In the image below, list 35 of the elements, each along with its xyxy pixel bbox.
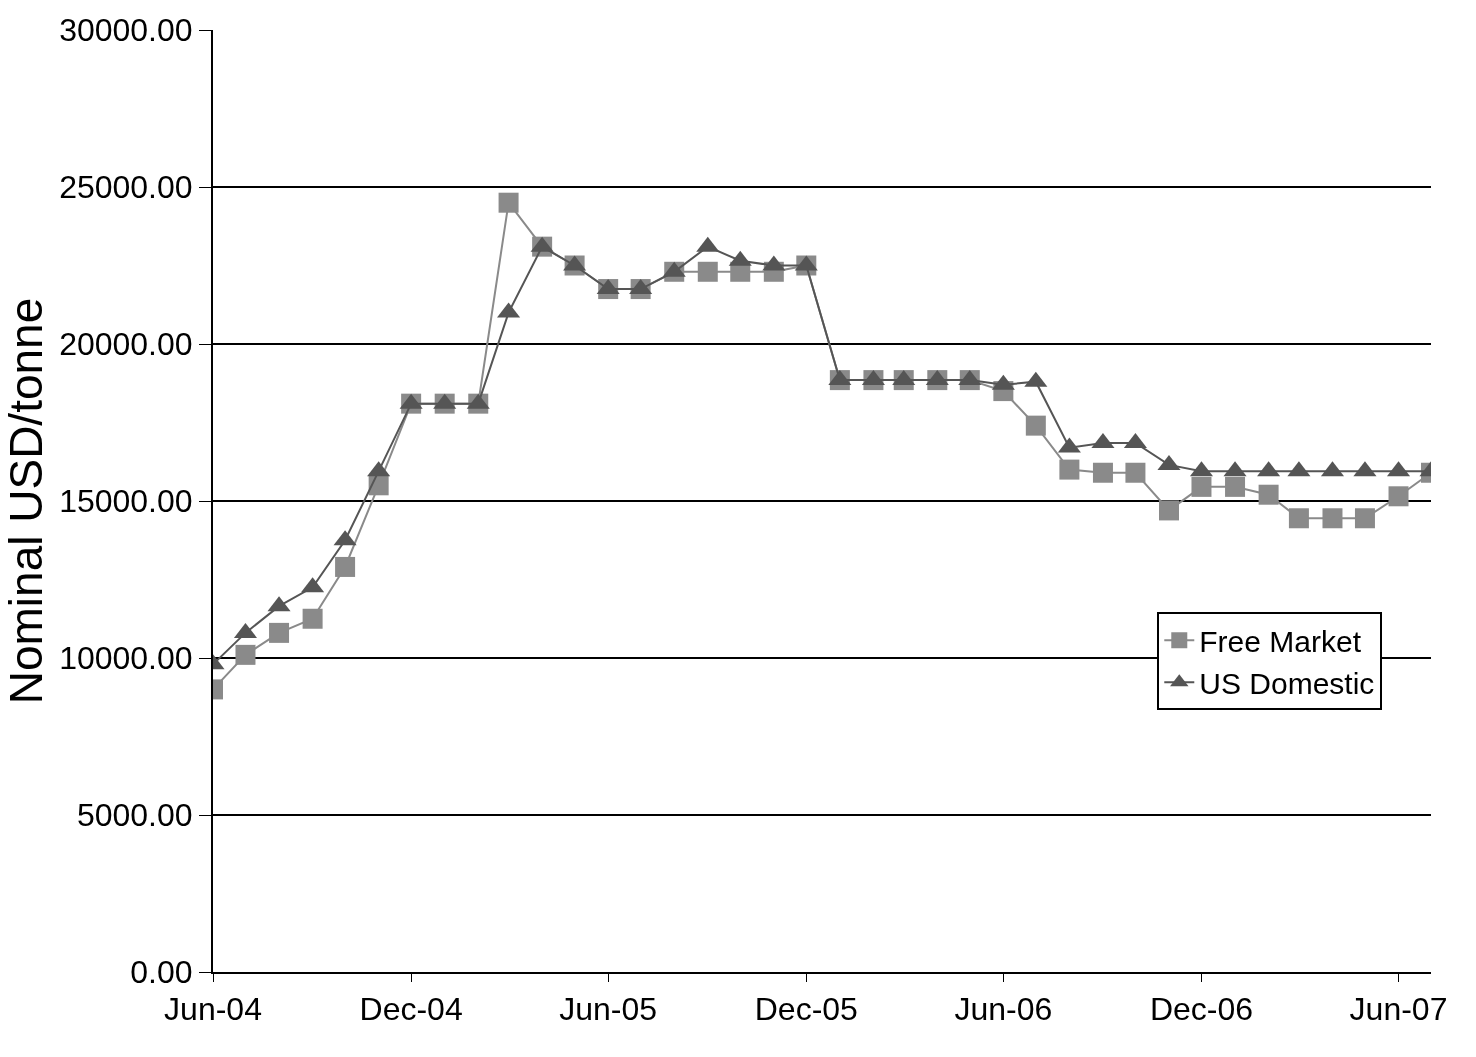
y-tick-label: 10000.00 (59, 640, 193, 677)
point (302, 608, 323, 629)
y-axis-title: Nominal USD/tonne (0, 297, 52, 705)
x-tick-label: Jun-05 (559, 991, 658, 1028)
point (1322, 508, 1343, 529)
x-tick-label: Jun-04 (164, 991, 262, 1028)
point (498, 192, 519, 213)
point (1388, 486, 1409, 507)
point (1225, 476, 1246, 497)
point (235, 644, 256, 665)
x-tick-label: Jun-07 (1349, 991, 1448, 1028)
y-tick-label: 0.00 (130, 954, 193, 991)
point (697, 261, 718, 282)
point (1125, 462, 1146, 483)
point (1191, 476, 1212, 497)
y-tick-label: 5000.00 (76, 797, 193, 834)
legend-label: US Domestic (1199, 666, 1375, 700)
point (269, 622, 290, 643)
point (335, 556, 356, 577)
point (1059, 459, 1080, 480)
point (1025, 415, 1046, 436)
y-tick-label: 20000.00 (59, 326, 193, 363)
x-tick-label: Dec-04 (359, 991, 463, 1028)
point (1158, 500, 1179, 521)
x-tick-label: Jun-06 (954, 991, 1053, 1028)
y-tick-label: 15000.00 (59, 483, 193, 520)
y-tick-label: 25000.00 (59, 169, 193, 206)
y-tick-label: 30000.00 (59, 12, 193, 49)
point (1258, 484, 1279, 505)
x-tick-label: Dec-06 (1149, 991, 1254, 1028)
point (1288, 508, 1309, 529)
x-tick-label: Dec-05 (754, 991, 858, 1028)
legend-label: Free Market (1199, 624, 1362, 658)
point (1354, 508, 1375, 529)
point (1092, 462, 1113, 483)
